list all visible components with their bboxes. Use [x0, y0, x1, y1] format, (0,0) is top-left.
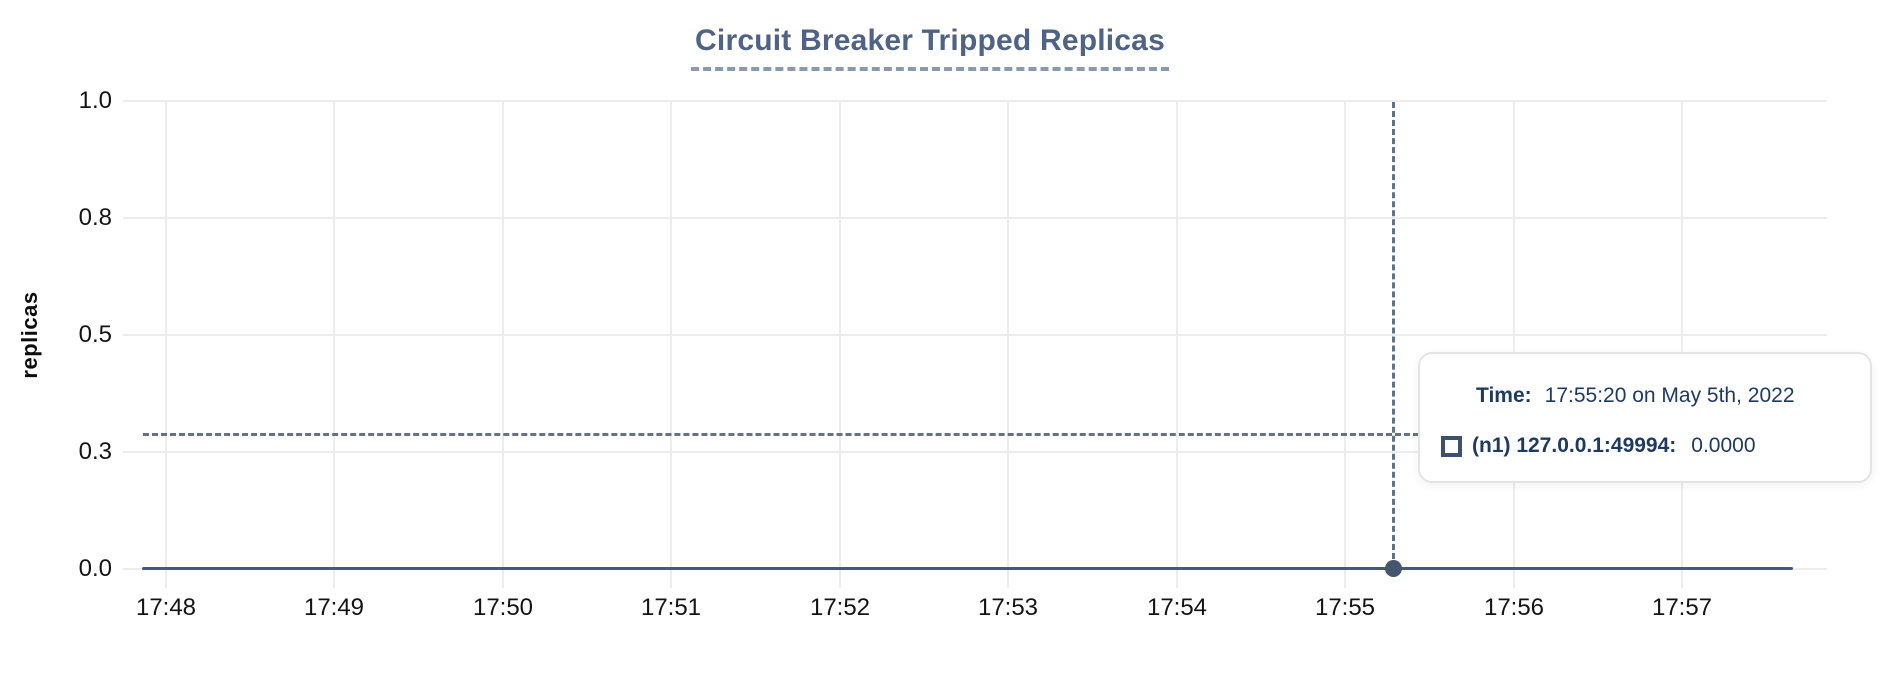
series-line	[142, 567, 1793, 570]
gridline-vertical	[333, 101, 335, 588]
gridline-vertical	[1176, 101, 1178, 588]
gridline-vertical	[839, 101, 841, 588]
gridline-horizontal	[123, 451, 1827, 453]
x-axis-tick-label: 17:50	[472, 594, 534, 621]
tooltip-series-value: 0.0000	[1691, 434, 1756, 457]
gridline-vertical	[502, 101, 504, 588]
y-axis-tick-label: 0.0	[78, 555, 112, 582]
x-axis-tick-label: 17:53	[977, 594, 1039, 621]
crosshair-horizontal-line	[143, 433, 1419, 436]
x-axis-tick-label: 17:48	[135, 594, 197, 621]
x-axis-tick-label: 17:56	[1483, 594, 1545, 621]
tooltip-series-name: (n1) 127.0.0.1:49994:	[1472, 434, 1677, 457]
chart-header: Circuit Breaker Tripped Replicas	[0, 24, 1860, 71]
x-axis-tick-label: 17:55	[1314, 594, 1376, 621]
gridline-horizontal	[123, 100, 1827, 102]
crosshair-point	[1385, 560, 1402, 577]
chart-title: Circuit Breaker Tripped Replicas	[691, 24, 1169, 71]
x-axis-tick-label: 17:49	[303, 594, 365, 621]
y-axis-tick-label: 0.5	[78, 321, 112, 348]
gridline-vertical	[165, 101, 167, 588]
x-axis-tick-label: 17:51	[640, 594, 702, 621]
tooltip: Time: 17:55:20 on May 5th, 2022 (n1) 127.…	[1418, 352, 1872, 483]
x-axis-tick-label: 17:52	[809, 594, 871, 621]
gridline-vertical	[1007, 101, 1009, 588]
y-axis-tick-label: 0.8	[78, 204, 112, 231]
tooltip-time-value: 17:55:20 on May 5th, 2022	[1544, 384, 1795, 407]
gridline-horizontal	[123, 217, 1827, 219]
gridline-vertical	[1513, 101, 1515, 588]
tooltip-series-row: (n1) 127.0.0.1:49994: 0.0000	[1441, 434, 1870, 458]
gridline-vertical	[1344, 101, 1346, 588]
y-axis-tick-label: 0.3	[78, 438, 112, 465]
tooltip-time-label: Time:	[1476, 384, 1532, 407]
y-axis-tick-label: 1.0	[78, 87, 112, 114]
crosshair-vertical-line	[1392, 102, 1395, 568]
x-axis-tick-label: 17:57	[1651, 594, 1713, 621]
tooltip-time-row: Time: 17:55:20 on May 5th, 2022	[1476, 384, 1870, 408]
gridline-vertical	[1681, 101, 1683, 588]
gridline-horizontal	[123, 334, 1827, 336]
series-marker-icon	[1441, 435, 1462, 457]
x-axis-tick-label: 17:54	[1146, 594, 1208, 621]
gridline-vertical	[670, 101, 672, 588]
